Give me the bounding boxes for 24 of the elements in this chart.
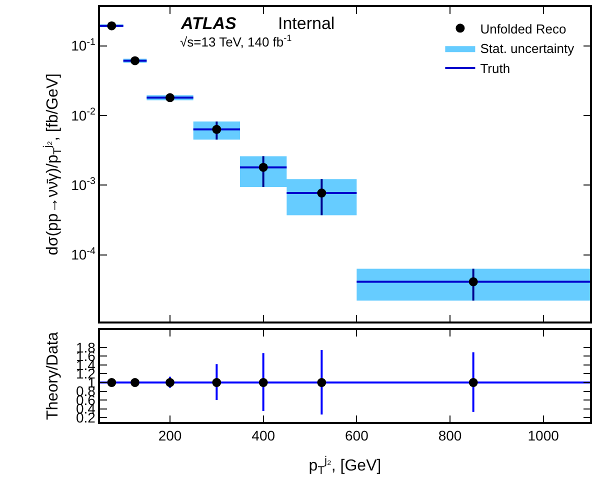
point: [468, 277, 478, 286]
point: [107, 21, 116, 30]
legend-label: Stat. uncertainty: [480, 41, 575, 56]
point: [212, 124, 222, 134]
y-axis-title: Theory/Data: [44, 332, 62, 420]
x-axis-title: p$_{T}$$^{j₂}$, [GeV]: [308, 454, 382, 477]
x-tick-label: 400: [252, 428, 276, 444]
annotation: ATLAS: [180, 14, 238, 33]
point: [258, 162, 268, 172]
y-tick-label: 10$^{-4}$: [71, 246, 96, 263]
x-tick-label: 200: [158, 428, 182, 444]
y-tick-label: 10$^{-2}$: [71, 106, 96, 124]
annotation: √s=13 TeV, 140 fb$^{-1}$: [180, 33, 292, 50]
legend-label: Truth: [480, 61, 510, 76]
x-tick-label: 600: [344, 428, 369, 444]
y-tick-label: 10$^{-1}$: [71, 36, 96, 54]
point: [317, 188, 326, 198]
y-tick-label: 10$^{-3}$: [71, 176, 96, 194]
point: [166, 93, 174, 102]
x-tick-label: 800: [438, 428, 462, 444]
legend-label: Unfolded Reco: [480, 21, 566, 36]
annotation: Internal: [278, 14, 335, 33]
point: [130, 56, 140, 66]
x-tick-label: 1000: [528, 428, 560, 444]
